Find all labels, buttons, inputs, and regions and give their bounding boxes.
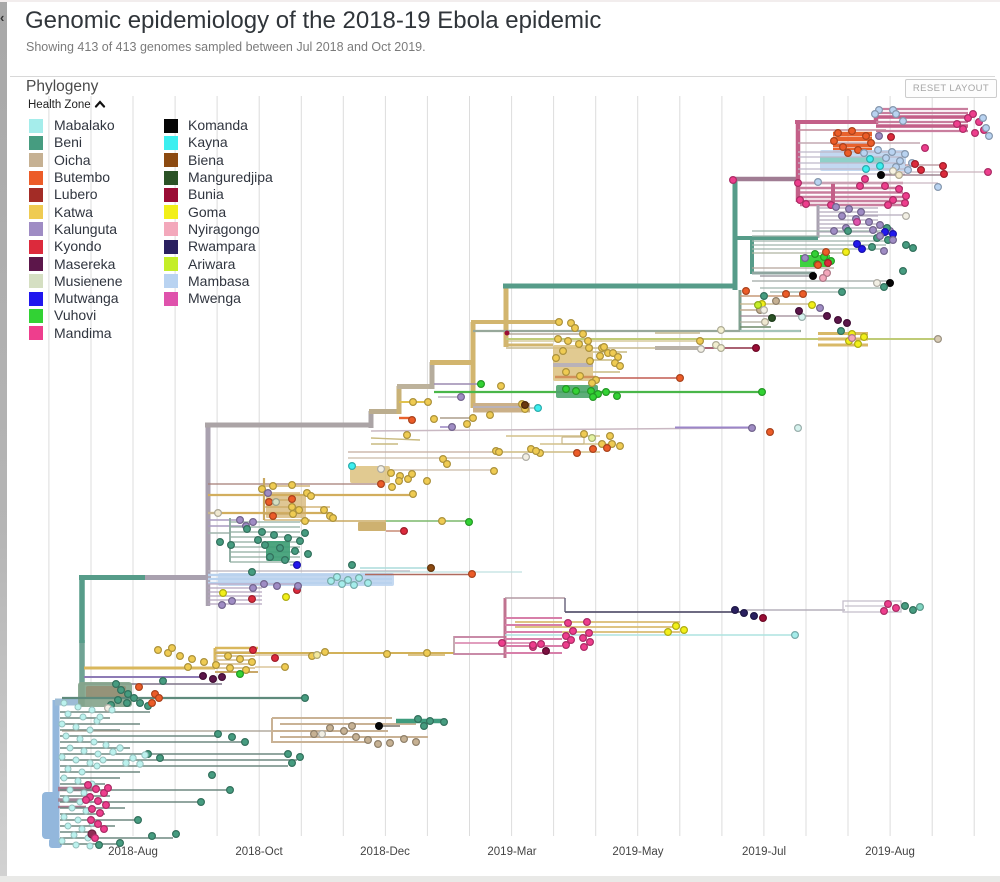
svg-text:2019-Aug: 2019-Aug — [865, 846, 915, 858]
svg-text:2018-Dec: 2018-Dec — [360, 846, 410, 858]
svg-text:2019-Jul: 2019-Jul — [742, 846, 786, 858]
svg-text:2018-Aug: 2018-Aug — [108, 846, 158, 858]
svg-text:2019-Mar: 2019-Mar — [487, 846, 536, 858]
svg-text:2019-May: 2019-May — [612, 846, 663, 858]
svg-text:2018-Oct: 2018-Oct — [235, 846, 283, 858]
